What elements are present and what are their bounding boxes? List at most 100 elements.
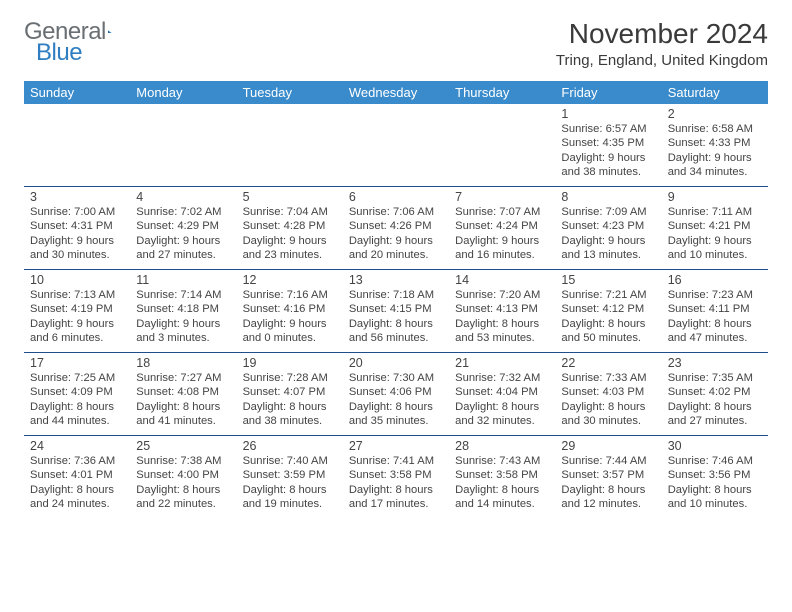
day-number: 27 [349, 439, 443, 453]
daylight-text: Daylight: 8 hours and 24 minutes. [30, 483, 124, 512]
sunrise-text: Sunrise: 7:16 AM [243, 288, 337, 302]
daylight-text: Daylight: 9 hours and 3 minutes. [136, 317, 230, 346]
sunrise-text: Sunrise: 7:46 AM [668, 454, 762, 468]
sunrise-text: Sunrise: 7:44 AM [561, 454, 655, 468]
calendar-week-row: 10Sunrise: 7:13 AMSunset: 4:19 PMDayligh… [24, 269, 768, 352]
calendar-cell: 13Sunrise: 7:18 AMSunset: 4:15 PMDayligh… [343, 270, 449, 352]
daylight-text: Daylight: 8 hours and 35 minutes. [349, 400, 443, 429]
title-block: November 2024 Tring, England, United Kin… [556, 18, 768, 77]
day-number: 8 [561, 190, 655, 204]
daylight-text: Daylight: 8 hours and 14 minutes. [455, 483, 549, 512]
calendar-week-row: 24Sunrise: 7:36 AMSunset: 4:01 PMDayligh… [24, 435, 768, 518]
calendar-cell: 28Sunrise: 7:43 AMSunset: 3:58 PMDayligh… [449, 436, 555, 518]
calendar-week-row: 1Sunrise: 6:57 AMSunset: 4:35 PMDaylight… [24, 104, 768, 186]
daylight-text: Daylight: 8 hours and 22 minutes. [136, 483, 230, 512]
sunrise-text: Sunrise: 7:25 AM [30, 371, 124, 385]
daylight-text: Daylight: 8 hours and 17 minutes. [349, 483, 443, 512]
sunset-text: Sunset: 4:01 PM [30, 468, 124, 482]
sunset-text: Sunset: 3:58 PM [455, 468, 549, 482]
day-number: 26 [243, 439, 337, 453]
sunrise-text: Sunrise: 7:18 AM [349, 288, 443, 302]
daylight-text: Daylight: 9 hours and 20 minutes. [349, 234, 443, 263]
sunset-text: Sunset: 4:00 PM [136, 468, 230, 482]
day-number: 4 [136, 190, 230, 204]
sunrise-text: Sunrise: 7:35 AM [668, 371, 762, 385]
calendar-cell: 29Sunrise: 7:44 AMSunset: 3:57 PMDayligh… [555, 436, 661, 518]
calendar-cell [130, 104, 236, 186]
sunrise-text: Sunrise: 7:41 AM [349, 454, 443, 468]
daylight-text: Daylight: 8 hours and 56 minutes. [349, 317, 443, 346]
day-number: 17 [30, 356, 124, 370]
day-number: 7 [455, 190, 549, 204]
month-title: November 2024 [556, 18, 768, 50]
sunset-text: Sunset: 4:19 PM [30, 302, 124, 316]
calendar-cell: 16Sunrise: 7:23 AMSunset: 4:11 PMDayligh… [662, 270, 768, 352]
sunrise-text: Sunrise: 6:58 AM [668, 122, 762, 136]
daylight-text: Daylight: 9 hours and 30 minutes. [30, 234, 124, 263]
daylight-text: Daylight: 8 hours and 30 minutes. [561, 400, 655, 429]
calendar-week-row: 3Sunrise: 7:00 AMSunset: 4:31 PMDaylight… [24, 186, 768, 269]
sunset-text: Sunset: 4:21 PM [668, 219, 762, 233]
daylight-text: Daylight: 9 hours and 0 minutes. [243, 317, 337, 346]
weekday-header-row: Sunday Monday Tuesday Wednesday Thursday… [24, 81, 768, 104]
calendar-cell: 15Sunrise: 7:21 AMSunset: 4:12 PMDayligh… [555, 270, 661, 352]
sunset-text: Sunset: 4:03 PM [561, 385, 655, 399]
weekday-header: Thursday [449, 81, 555, 104]
calendar-cell: 26Sunrise: 7:40 AMSunset: 3:59 PMDayligh… [237, 436, 343, 518]
sunrise-text: Sunrise: 7:06 AM [349, 205, 443, 219]
sunrise-text: Sunrise: 7:36 AM [30, 454, 124, 468]
calendar-body: 1Sunrise: 6:57 AMSunset: 4:35 PMDaylight… [24, 104, 768, 518]
calendar-cell [24, 104, 130, 186]
sunrise-text: Sunrise: 7:38 AM [136, 454, 230, 468]
daylight-text: Daylight: 8 hours and 47 minutes. [668, 317, 762, 346]
sunrise-text: Sunrise: 7:21 AM [561, 288, 655, 302]
logo-triangle-icon [108, 23, 112, 41]
day-number: 14 [455, 273, 549, 287]
day-number: 2 [668, 107, 762, 121]
sunset-text: Sunset: 4:18 PM [136, 302, 230, 316]
day-number: 6 [349, 190, 443, 204]
calendar-cell: 27Sunrise: 7:41 AMSunset: 3:58 PMDayligh… [343, 436, 449, 518]
calendar-cell: 17Sunrise: 7:25 AMSunset: 4:09 PMDayligh… [24, 353, 130, 435]
day-number: 11 [136, 273, 230, 287]
sunrise-text: Sunrise: 7:43 AM [455, 454, 549, 468]
daylight-text: Daylight: 8 hours and 38 minutes. [243, 400, 337, 429]
weekday-header: Sunday [24, 81, 130, 104]
calendar-cell: 24Sunrise: 7:36 AMSunset: 4:01 PMDayligh… [24, 436, 130, 518]
sunrise-text: Sunrise: 6:57 AM [561, 122, 655, 136]
calendar-cell: 9Sunrise: 7:11 AMSunset: 4:21 PMDaylight… [662, 187, 768, 269]
calendar-cell: 1Sunrise: 6:57 AMSunset: 4:35 PMDaylight… [555, 104, 661, 186]
brand-name-b: Blue [36, 39, 82, 66]
sunset-text: Sunset: 4:06 PM [349, 385, 443, 399]
calendar-cell: 3Sunrise: 7:00 AMSunset: 4:31 PMDaylight… [24, 187, 130, 269]
calendar-cell: 19Sunrise: 7:28 AMSunset: 4:07 PMDayligh… [237, 353, 343, 435]
sunset-text: Sunset: 4:11 PM [668, 302, 762, 316]
day-number: 25 [136, 439, 230, 453]
calendar-cell [237, 104, 343, 186]
sunset-text: Sunset: 3:57 PM [561, 468, 655, 482]
sunset-text: Sunset: 4:16 PM [243, 302, 337, 316]
daylight-text: Daylight: 9 hours and 27 minutes. [136, 234, 230, 263]
calendar-cell: 7Sunrise: 7:07 AMSunset: 4:24 PMDaylight… [449, 187, 555, 269]
day-number: 20 [349, 356, 443, 370]
daylight-text: Daylight: 8 hours and 44 minutes. [30, 400, 124, 429]
daylight-text: Daylight: 8 hours and 53 minutes. [455, 317, 549, 346]
daylight-text: Daylight: 8 hours and 50 minutes. [561, 317, 655, 346]
daylight-text: Daylight: 8 hours and 19 minutes. [243, 483, 337, 512]
sunset-text: Sunset: 4:29 PM [136, 219, 230, 233]
day-number: 13 [349, 273, 443, 287]
sunrise-text: Sunrise: 7:13 AM [30, 288, 124, 302]
daylight-text: Daylight: 9 hours and 16 minutes. [455, 234, 549, 263]
daylight-text: Daylight: 9 hours and 34 minutes. [668, 151, 762, 180]
daylight-text: Daylight: 9 hours and 38 minutes. [561, 151, 655, 180]
sunrise-text: Sunrise: 7:33 AM [561, 371, 655, 385]
sunset-text: Sunset: 3:59 PM [243, 468, 337, 482]
calendar-cell [449, 104, 555, 186]
day-number: 23 [668, 356, 762, 370]
sunrise-text: Sunrise: 7:04 AM [243, 205, 337, 219]
daylight-text: Daylight: 8 hours and 41 minutes. [136, 400, 230, 429]
daylight-text: Daylight: 9 hours and 10 minutes. [668, 234, 762, 263]
calendar-cell: 23Sunrise: 7:35 AMSunset: 4:02 PMDayligh… [662, 353, 768, 435]
daylight-text: Daylight: 8 hours and 27 minutes. [668, 400, 762, 429]
daylight-text: Daylight: 8 hours and 12 minutes. [561, 483, 655, 512]
